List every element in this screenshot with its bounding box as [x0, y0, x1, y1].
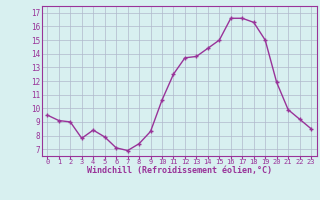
- X-axis label: Windchill (Refroidissement éolien,°C): Windchill (Refroidissement éolien,°C): [87, 166, 272, 175]
